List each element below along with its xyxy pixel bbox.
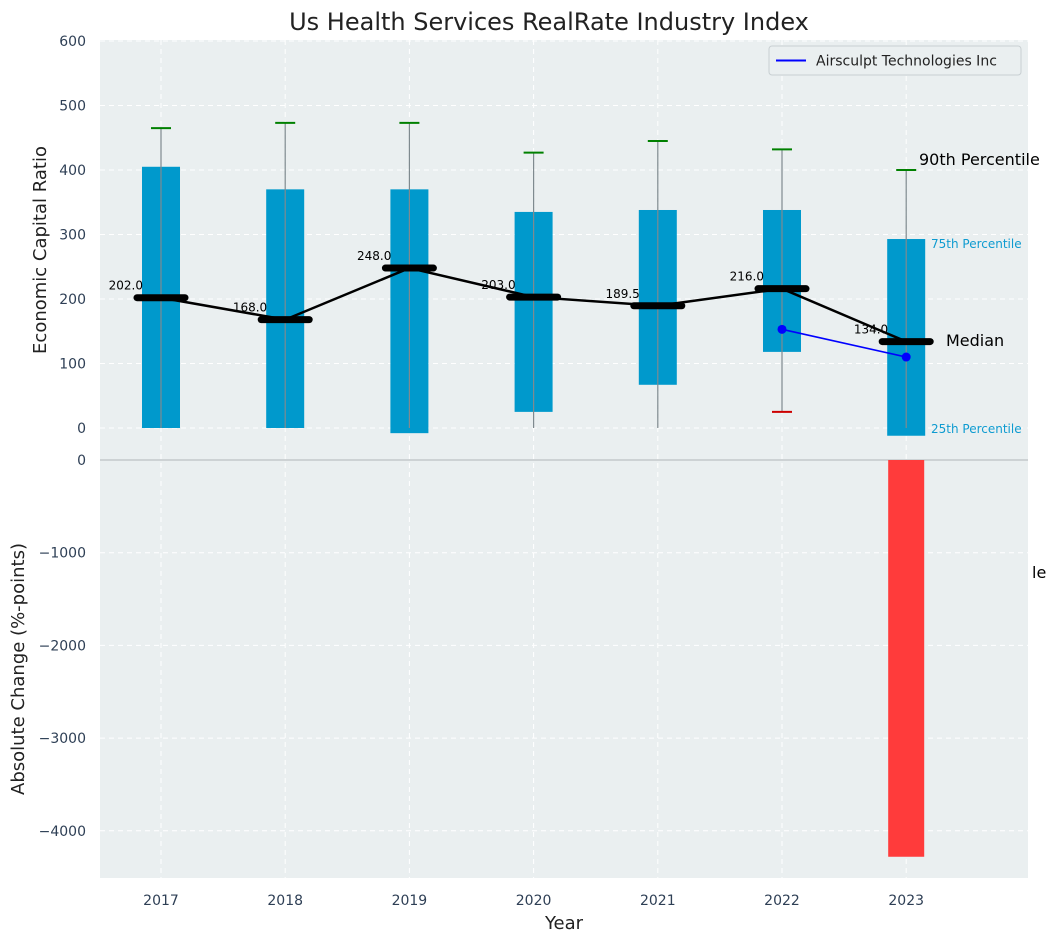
legend: Airsculpt Technologies Inc bbox=[768, 45, 1022, 76]
bottom-y-tick-label: −3000 bbox=[39, 731, 86, 747]
p75-annotation: 75th Percentile bbox=[931, 237, 1022, 251]
company-series-point bbox=[777, 324, 787, 334]
median-data-label: 189.5 bbox=[605, 287, 639, 301]
top-y-tick-label: 100 bbox=[59, 357, 86, 373]
bottom-y-axis-label: Absolute Change (%-points) bbox=[8, 543, 29, 795]
median-data-label: 168.0 bbox=[233, 301, 267, 315]
change-bar bbox=[888, 460, 925, 857]
x-tick-label: 2019 bbox=[392, 893, 428, 909]
x-tick-label: 2018 bbox=[267, 893, 303, 909]
bottom-plot-background bbox=[100, 460, 1028, 878]
legend-label: Airsculpt Technologies Inc bbox=[816, 54, 997, 70]
median-data-label: 216.0 bbox=[730, 270, 764, 284]
bottom-y-tick-label: −1000 bbox=[39, 546, 86, 562]
company-series-line bbox=[781, 328, 907, 358]
top-y-tick-label: 400 bbox=[59, 163, 86, 179]
p25-annotation: 25th Percentile bbox=[931, 422, 1022, 436]
x-tick-label: 2017 bbox=[143, 893, 179, 909]
legend-box bbox=[768, 45, 1022, 76]
bottom-y-tick-label: −4000 bbox=[39, 824, 86, 840]
median-data-label: 134.0 bbox=[854, 323, 888, 337]
median-data-label: 203.0 bbox=[481, 278, 515, 292]
x-tick-label: 2021 bbox=[640, 893, 676, 909]
clipped-annotation: le bbox=[1032, 563, 1046, 582]
bottom-y-tick-label: −2000 bbox=[39, 638, 86, 654]
median-data-label: 202.0 bbox=[109, 279, 143, 293]
top-plot-background bbox=[100, 40, 1028, 460]
top-y-tick-label: 600 bbox=[59, 34, 86, 50]
x-tick-label: 2022 bbox=[764, 893, 800, 909]
top-y-tick-label: 200 bbox=[59, 292, 86, 308]
x-axis-label: Year bbox=[544, 913, 584, 934]
top-y-tick-label: 300 bbox=[59, 228, 86, 244]
chart-title: Us Health Services RealRate Industry Ind… bbox=[289, 8, 809, 36]
company-series-point bbox=[901, 352, 911, 362]
x-tick-label: 2023 bbox=[888, 893, 924, 909]
top-y-tick-label: 0 bbox=[77, 421, 86, 437]
top-y-axis-label: Economic Capital Ratio bbox=[30, 146, 51, 354]
median-annotation: Median bbox=[946, 331, 1004, 350]
x-tick-label: 2020 bbox=[516, 893, 552, 909]
text-layer: Us Health Services RealRate Industry Ind… bbox=[8, 8, 1046, 934]
marks-layer bbox=[133, 121, 934, 428]
p90-annotation: 90th Percentile bbox=[919, 150, 1040, 169]
bottom-y-tick-label: 0 bbox=[77, 453, 86, 469]
median-data-label: 248.0 bbox=[357, 249, 391, 263]
top-y-tick-label: 500 bbox=[59, 99, 86, 115]
